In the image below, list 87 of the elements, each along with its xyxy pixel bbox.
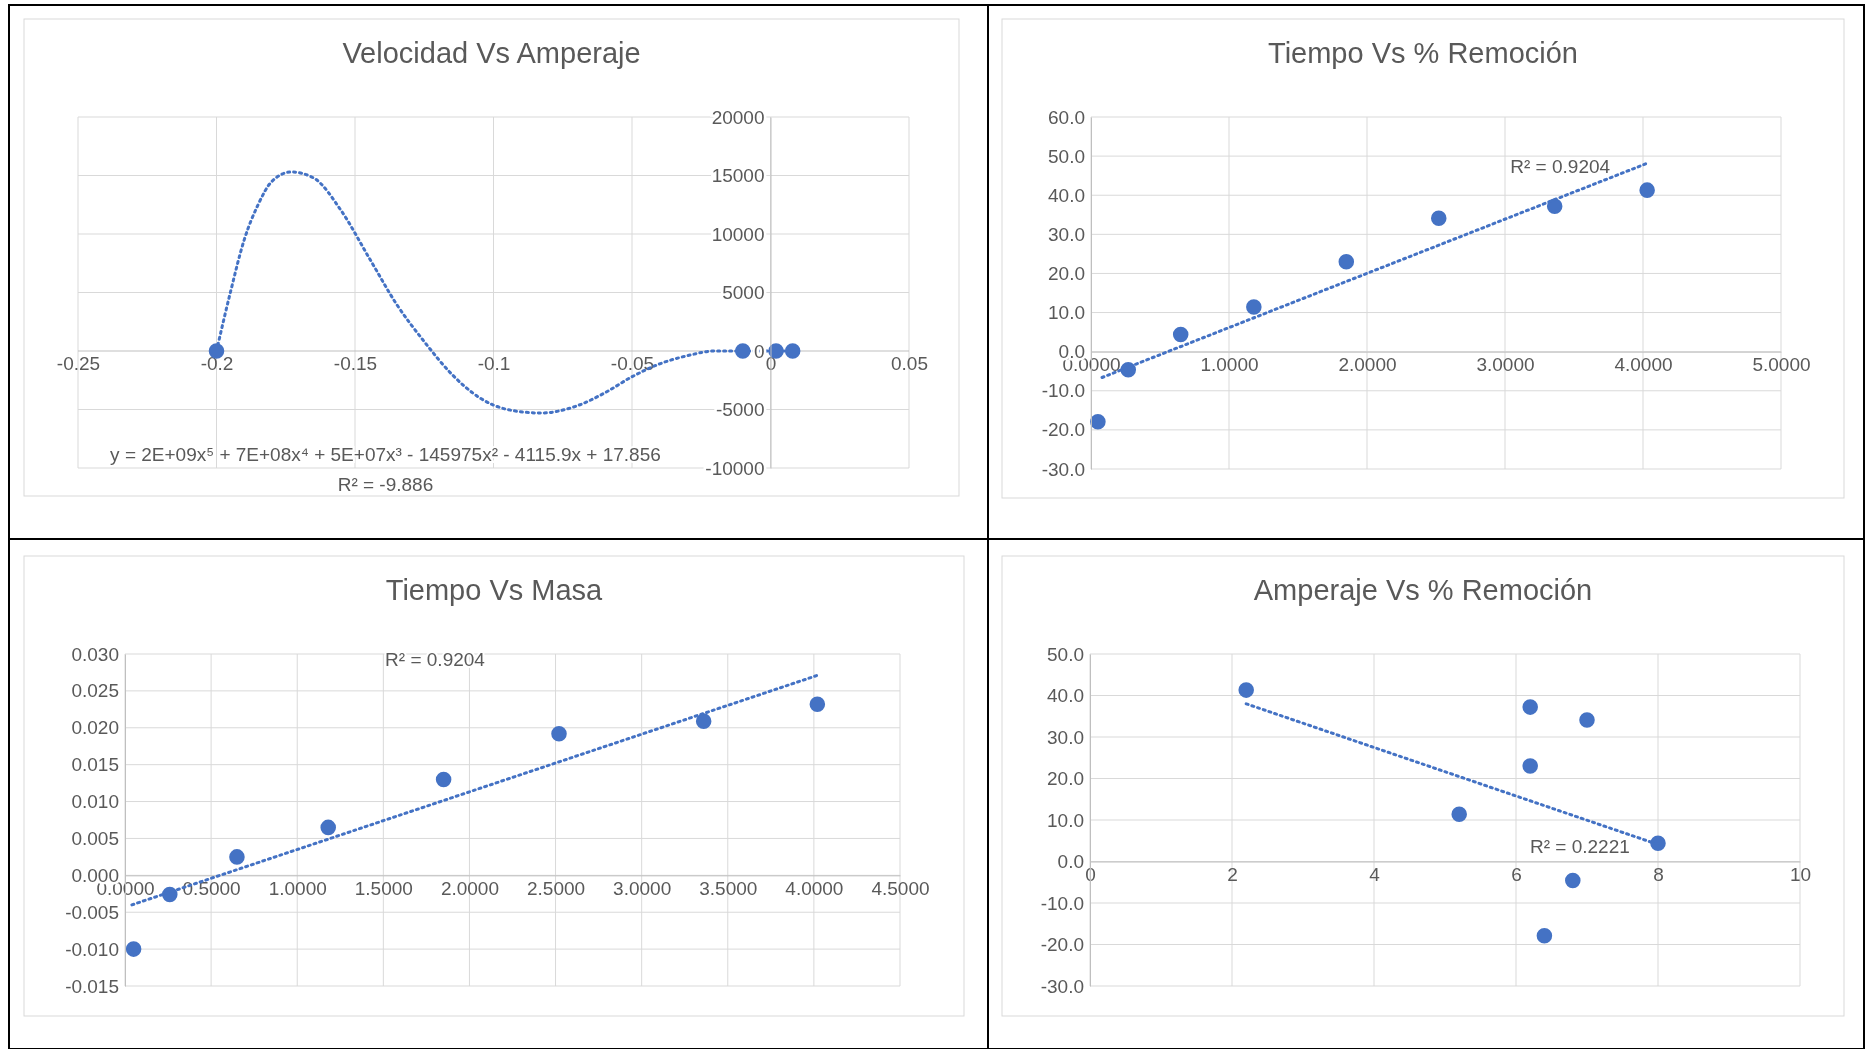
point [809,696,826,712]
point [1338,253,1355,270]
point [320,819,336,836]
y-tick-label: 50.0 [1047,643,1084,665]
x-tick-label: 0.5000 [182,877,241,899]
annotation: y = 2E+09x⁵ + 7E+08x⁴ + 5E+07x³ - 145975x² - 4115.9x + 17.856 [110,443,661,465]
y-tick-label: -5000 [715,399,765,421]
y-tick-label: -30.0 [1041,458,1085,480]
x-tick-label: 1.5000 [354,877,413,899]
x-tick-label: 4.5000 [871,877,930,899]
y-tick-label: -20.0 [1041,419,1085,441]
x-tick-label: -0.1 [477,353,511,375]
x-tick-label: -0.2 [200,353,234,375]
y-tick-label: 10.0 [1047,809,1084,831]
y-tick-label: 0.015 [71,754,119,776]
point [1430,210,1447,227]
point [125,941,142,957]
y-tick-label: -0.015 [65,975,119,997]
x-tick-label: 4.0000 [1614,354,1673,376]
x-tick-label: 2 [1227,863,1238,885]
y-tick-label: 0.0 [1057,851,1084,873]
x-tick-label: 2.5000 [526,877,586,899]
x-tick-label: 3.0000 [1476,354,1535,376]
point [1579,712,1595,728]
text: R² = -9.886 [337,473,434,495]
point [1639,182,1655,198]
y-tick-label: 30.0 [1048,223,1085,245]
y-tick-label: 15000 [711,165,765,187]
y-tick-label: 0.020 [71,717,119,739]
x-tick-label: 4.0000 [785,877,844,899]
y-tick-label: 20.0 [1048,263,1085,285]
y-tick-label: 20000 [711,106,765,128]
point [551,725,567,742]
y-tick-label: -10.0 [1040,892,1084,914]
x-tick-label: 3.5000 [699,877,758,899]
point [695,713,712,729]
y-tick-label: 10.0 [1048,302,1085,324]
y-tick-label: 50.0 [1048,145,1085,167]
annotation: R² = 0.9204 [385,648,486,670]
y-tick-label: -20.0 [1040,934,1084,956]
x-tick-label: 1.0000 [1200,354,1259,376]
y-tick-label: 40.0 [1048,184,1085,206]
y-tick-label: 5000 [722,282,765,304]
x-tick-label: 0.05 [891,353,928,375]
x-tick-label: -0.25 [56,353,101,375]
point [435,771,452,788]
chart-title: Amperaje Vs % Remoción [1253,574,1593,606]
y-tick-label: 30.0 [1047,726,1084,748]
x-tick-label: 8 [1653,863,1664,885]
y-tick-label: 0.030 [71,643,119,665]
point [1451,806,1467,822]
y-tick-label: 0.025 [71,680,119,702]
x-tick-label: 6 [1511,863,1522,885]
point [1536,928,1553,944]
y-tick-label: 10000 [711,223,765,245]
y-tick-label: 0.010 [71,791,119,813]
chart-title: Tiempo Vs Masa [385,574,604,606]
x-tick-label: 4 [1369,863,1381,885]
y-tick-label: -10000 [705,457,765,479]
point [1172,326,1189,343]
point [1090,413,1106,430]
y-tick-label: 20.0 [1047,768,1084,790]
point [1565,872,1581,889]
point [1246,299,1262,315]
point [1522,699,1538,715]
y-tick-label: -10.0 [1041,380,1085,402]
x-tick-label: -0.05 [610,353,655,375]
x-tick-label: 2.0000 [1338,354,1397,376]
x-tick-label: 5.0000 [1752,354,1811,376]
x-tick-label: 2.0000 [440,877,500,899]
y-tick-label: 60.0 [1048,106,1085,128]
x-tick-label: 3.0000 [613,877,672,899]
x-tick-label: -0.15 [333,353,378,375]
x-tick-label: 10 [1789,863,1812,885]
y-tick-label: -0.010 [65,938,119,960]
chart-title: Velocidad Vs Amperaje [342,37,641,69]
y-tick-label: 0.005 [71,828,119,850]
y-tick-label: -0.005 [65,901,119,923]
point [1238,682,1254,698]
annotation: R² = 0.2221 [1529,836,1630,858]
point [229,849,245,865]
chart-title: Tiempo Vs % Remoción [1268,37,1578,69]
x-tick-label: 1.0000 [268,877,327,899]
y-tick-label: 40.0 [1047,685,1084,707]
point [1522,758,1538,774]
y-tick-label: -30.0 [1040,975,1084,997]
annotation: R² = 0.9204 [1510,156,1611,178]
